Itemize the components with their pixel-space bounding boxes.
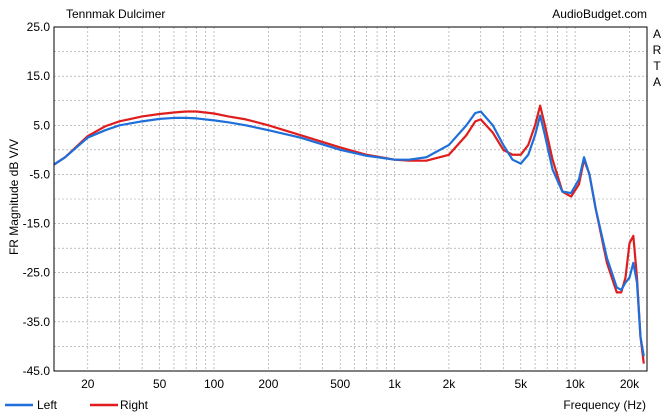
legend-label-right: Right xyxy=(120,398,149,412)
legend: Left Right xyxy=(5,398,149,412)
x-tick-label: 10k xyxy=(565,377,585,391)
side-label-letter: A xyxy=(653,27,661,41)
y-tick-label: 5.0 xyxy=(33,118,50,132)
plot-frame xyxy=(53,26,648,372)
y-tick-label: -25.0 xyxy=(23,266,51,280)
y-tick-label: 15.0 xyxy=(27,69,51,83)
x-tick-label: 5k xyxy=(514,377,528,391)
y-tick-label: -35.0 xyxy=(23,315,51,329)
side-label-letter: R xyxy=(653,43,662,57)
x-tick-label: 20 xyxy=(81,377,95,391)
y-tick-label: -45.0 xyxy=(23,364,51,378)
x-tick-label: 20k xyxy=(620,377,640,391)
grid xyxy=(54,27,647,371)
y-tick-label: -5.0 xyxy=(29,167,50,181)
legend-label-left: Left xyxy=(37,398,58,412)
x-tick-label: 500 xyxy=(330,377,350,391)
side-label: A R T A xyxy=(653,27,662,89)
y-tick-label: -15.0 xyxy=(23,217,51,231)
series-lines xyxy=(53,104,645,364)
side-label-letter: T xyxy=(653,59,661,73)
y-axis-label: FR Magnitude dB V/V xyxy=(7,139,21,255)
axis-tick-labels: 25.0 15.0 5.0 -5.0 -15.0 -25.0 -35.0 -45.0 20 50 1… xyxy=(23,20,641,391)
x-axis-label: Frequency (Hz) xyxy=(563,398,646,412)
x-tick-label: 50 xyxy=(153,377,167,391)
series-line-right xyxy=(53,104,645,364)
side-label-letter: A xyxy=(653,75,661,89)
x-tick-label: 2k xyxy=(443,377,457,391)
chart-title: Tennmak Dulcimer xyxy=(66,7,165,21)
x-tick-label: 100 xyxy=(204,377,224,391)
source-label: AudioBudget.com xyxy=(552,7,647,21)
x-tick-label: 200 xyxy=(258,377,278,391)
x-tick-label: 1k xyxy=(388,377,402,391)
y-tick-label: 25.0 xyxy=(27,20,51,34)
series-line-left xyxy=(53,110,645,357)
